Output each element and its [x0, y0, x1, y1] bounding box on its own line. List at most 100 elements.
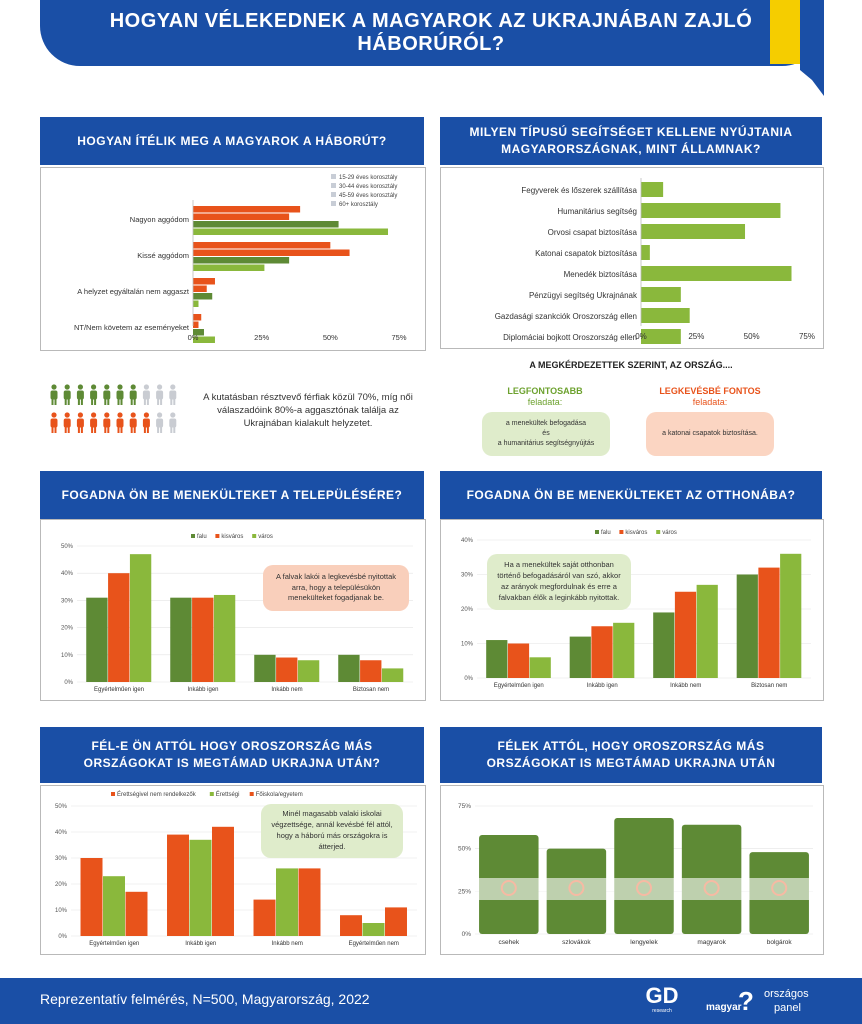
person-icon-body [103, 390, 111, 400]
settlement-note: A falvak lakói a legkevésbé nyitottak ar… [263, 565, 409, 611]
bar [507, 643, 530, 678]
legend-label: Érettségi [216, 791, 240, 798]
person-icon [64, 384, 70, 390]
logo-orszagos: országos [764, 988, 809, 1000]
legend-label: város [662, 530, 677, 536]
person-icon-body [142, 418, 150, 428]
person-icon [143, 412, 149, 418]
bar [193, 293, 213, 300]
person-icon-leg [94, 427, 97, 433]
bar [360, 660, 382, 682]
war-title-banner: HOGYAN ÍTÉLIK MEG A MAGYAROK A HÁBORÚT? [40, 117, 424, 165]
category-label: Egyértelműen igen [494, 683, 544, 689]
bar [641, 308, 690, 323]
person-icon [51, 412, 57, 418]
footer-text: Reprezentatív felmérés, N=500, Magyarors… [40, 991, 370, 1007]
fear-edu-chart-title: FÉL-E ÖN ATTÓL HOGY OROSZORSZÁG MÁS ORSZ… [83, 738, 381, 770]
tick-label: 50% [323, 333, 338, 342]
bar [211, 826, 234, 936]
tick-label: 0% [462, 931, 472, 938]
tick-label: 75% [799, 332, 815, 341]
bar [340, 915, 363, 936]
most-important-text-2: és [542, 429, 550, 437]
category-label: szlovákok [562, 939, 591, 946]
person-icon-leg [133, 399, 136, 405]
bar [736, 574, 758, 678]
tick-label: 25% [254, 333, 269, 342]
person-icon-leg [117, 399, 120, 405]
bar [193, 314, 202, 321]
bar [189, 839, 212, 936]
person-icon-body [169, 418, 177, 428]
category-label: Inkább nem [272, 941, 303, 947]
legend-label: 60+ korosztály [339, 202, 378, 208]
bar [193, 249, 350, 256]
bar [193, 300, 199, 307]
legend-swatch [595, 530, 599, 534]
category-label: csehek [498, 939, 519, 946]
person-icon-leg [80, 399, 83, 405]
category-label: Biztosan nem [353, 687, 389, 693]
tick-label: 10% [55, 908, 68, 914]
category-label: Egyértelműen nem [349, 941, 399, 947]
fear-country-title-banner: FÉLEK ATTÓL, HOGY OROSZORSZÁG MÁS ORSZÁG… [440, 727, 822, 783]
bar [86, 597, 108, 682]
bar [125, 891, 148, 936]
bar [696, 584, 718, 678]
person-icon [77, 384, 83, 390]
person-icon-leg [51, 399, 54, 405]
bar [167, 834, 190, 936]
bar [569, 636, 591, 678]
person-icon-leg [94, 399, 97, 405]
bar [641, 287, 681, 302]
person-icon-leg [173, 399, 176, 405]
bar [591, 626, 613, 678]
bar [641, 245, 650, 260]
legend-label: falu [601, 530, 611, 536]
tick-label: 20% [55, 882, 68, 888]
bar [193, 336, 215, 343]
bar [193, 242, 331, 249]
person-icon-leg [77, 399, 80, 405]
page-title-banner: HOGYAN VÉLEKEDNEK A MAGYAROK AZ UKRAJNÁB… [40, 0, 822, 66]
category-label: A helyzet egyáltalán nem aggaszt [77, 287, 190, 296]
person-icon-leg [67, 399, 70, 405]
person-icon [157, 412, 163, 418]
help-chart-panel: Fegyverek és lőszerek szállítása Humanitá… [440, 167, 824, 349]
legend-label: Érettségivel nem rendelkezők [117, 791, 197, 798]
person-icon-body [116, 418, 124, 428]
person-icon-body [129, 390, 137, 400]
person-icon-leg [170, 427, 173, 433]
person-icon-leg [130, 399, 133, 405]
legend-label: 15-29 éves korosztály [339, 175, 397, 181]
help-chart: Fegyverek és lőszerek szállítása Humanitá… [495, 178, 815, 344]
legend-swatch [111, 792, 115, 796]
person-icon-body [50, 418, 58, 428]
magyar-panel-logo: magyar ? országos panel [706, 984, 826, 1020]
home-chart: 0% 10% 20% 30% 40% Egyértelműen igen Inkább ig… [461, 530, 811, 689]
settlement-chart-panel: 0% 10% 20% 30% 40% 50% Egyértelműen igen Inkább… [40, 519, 426, 701]
category-label: Inkább igen [185, 941, 216, 947]
person-icon-leg [64, 427, 67, 433]
tick-label: 20% [461, 607, 474, 613]
person-icon [91, 384, 97, 390]
home-note: Ha a menekültek saját otthonban történő … [487, 554, 631, 610]
logo-magyar: magyar [706, 1002, 742, 1013]
person-icon [64, 412, 70, 418]
edu-note: Minél magasabb valaki iskolai végzettség… [261, 804, 403, 858]
question-mark-icon: ? [738, 986, 754, 1016]
person-icon-leg [157, 399, 160, 405]
person-icon-leg [80, 427, 83, 433]
legend-swatch [331, 183, 336, 188]
legend-swatch [656, 530, 661, 534]
bar [758, 567, 780, 678]
settlement-chart: 0% 10% 20% 30% 40% 50% Egyértelműen igen Inkább… [61, 534, 413, 693]
least-important-heading: LEGKEVÉSBÉ FONTOS [659, 386, 761, 396]
legend-swatch [191, 534, 195, 538]
fear-country-chart: 0% 25% 50% 75% csehek szlovákok lengyelek magya… [458, 803, 813, 946]
person-icon-body [63, 418, 71, 428]
person-icon-body [76, 390, 84, 400]
category-label: bolgárok [767, 939, 793, 946]
legend-label: város [258, 534, 273, 540]
tick-label: 40% [55, 830, 68, 836]
